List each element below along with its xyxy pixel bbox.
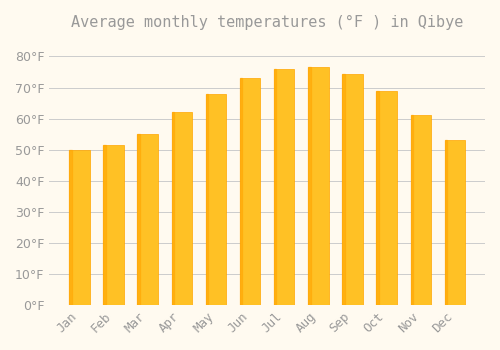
Bar [376, 91, 379, 305]
Bar [410, 116, 413, 305]
Bar [240, 78, 242, 305]
Bar [342, 74, 363, 305]
Bar [104, 145, 106, 305]
Bar [444, 140, 465, 305]
Bar [342, 74, 344, 305]
Title: Average monthly temperatures (°F ) in Qibye: Average monthly temperatures (°F ) in Qi… [71, 15, 464, 30]
Bar [104, 145, 124, 305]
Bar [206, 94, 208, 305]
Bar [410, 116, 431, 305]
Bar [138, 134, 140, 305]
Bar [274, 69, 276, 305]
Bar [172, 112, 174, 305]
Bar [376, 91, 397, 305]
Bar [206, 94, 226, 305]
Bar [172, 112, 192, 305]
Bar [308, 67, 310, 305]
Bar [240, 78, 260, 305]
Bar [274, 69, 294, 305]
Bar [308, 67, 328, 305]
Bar [69, 150, 89, 305]
Bar [444, 140, 447, 305]
Bar [138, 134, 158, 305]
Bar [69, 150, 71, 305]
